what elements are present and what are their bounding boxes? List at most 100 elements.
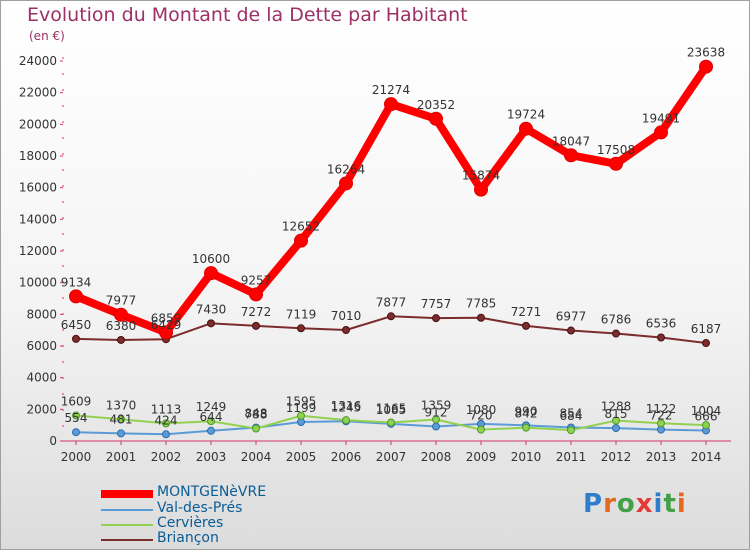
data-point xyxy=(387,312,395,321)
y-tick-label: 14000 xyxy=(19,212,57,226)
data-point xyxy=(519,121,533,136)
data-point xyxy=(477,313,485,322)
data-label: 7877 xyxy=(376,295,407,309)
data-label: 1316 xyxy=(331,399,362,413)
data-point xyxy=(117,335,125,344)
legend-swatch-cervieres xyxy=(101,524,153,526)
data-point xyxy=(252,424,260,433)
y-tick-label: 8000 xyxy=(26,307,57,321)
data-point xyxy=(522,423,530,432)
x-tick-label: 2007 xyxy=(376,450,407,464)
data-point xyxy=(657,419,665,428)
y-tick-label: 10000 xyxy=(19,276,57,290)
data-label: 6187 xyxy=(691,322,722,336)
data-label: 6859 xyxy=(151,311,182,325)
data-label: 23638 xyxy=(687,46,725,60)
data-point xyxy=(342,416,350,425)
data-point xyxy=(69,289,83,304)
data-label: 1080 xyxy=(466,403,497,417)
data-label: 1609 xyxy=(61,395,92,409)
y-tick-label: 24000 xyxy=(19,54,57,68)
data-label: 7430 xyxy=(196,302,227,316)
data-label: 7119 xyxy=(286,307,317,321)
data-point xyxy=(342,326,350,335)
y-tick-label: 20000 xyxy=(19,117,57,131)
data-label: 1004 xyxy=(691,404,722,418)
data-label: 6429 xyxy=(151,318,182,332)
data-label: 17508 xyxy=(597,143,635,157)
legend-label-val-des-pres: Val-des-Prés xyxy=(157,500,243,516)
data-point xyxy=(162,419,170,428)
legend-swatch-val-des-pres xyxy=(101,509,153,511)
data-label: 16264 xyxy=(327,162,365,176)
data-point xyxy=(72,411,80,420)
data-label: 815 xyxy=(605,407,628,421)
data-point xyxy=(72,334,80,343)
data-label: 1245 xyxy=(331,400,362,414)
data-label: 18047 xyxy=(552,134,590,148)
data-label: 7271 xyxy=(511,305,542,319)
data-point xyxy=(612,424,620,433)
data-point xyxy=(72,428,80,437)
data-label: 644 xyxy=(200,410,223,424)
x-tick-label: 2000 xyxy=(61,450,92,464)
x-tick-label: 2010 xyxy=(511,450,542,464)
x-tick-label: 2014 xyxy=(691,450,722,464)
data-point xyxy=(429,111,443,126)
data-label: 1113 xyxy=(151,402,182,416)
data-label: 842 xyxy=(515,407,538,421)
data-point xyxy=(609,156,623,171)
data-label: 9257 xyxy=(241,273,272,287)
data-label: 788 xyxy=(245,408,268,422)
data-label: 7977 xyxy=(106,294,137,308)
x-tick-label: 2001 xyxy=(106,450,137,464)
data-label: 990 xyxy=(515,404,538,418)
data-label: 1249 xyxy=(196,400,227,414)
y-tick-label: 6000 xyxy=(26,339,57,353)
data-label: 6977 xyxy=(556,310,587,324)
y-tick-label: 16000 xyxy=(19,181,57,195)
data-label: 10600 xyxy=(192,252,230,266)
data-point xyxy=(114,307,128,322)
x-tick-label: 2009 xyxy=(466,450,497,464)
y-tick-label: 18000 xyxy=(19,149,57,163)
data-label: 7757 xyxy=(421,297,452,311)
data-label: 1199 xyxy=(286,401,317,415)
data-label: 424 xyxy=(155,413,178,427)
x-tick-label: 2004 xyxy=(241,450,272,464)
data-point xyxy=(117,429,125,438)
data-label: 7272 xyxy=(241,305,272,319)
data-label: 1165 xyxy=(376,402,407,416)
data-point xyxy=(564,148,578,163)
y-tick-label: 4000 xyxy=(26,371,57,385)
data-point xyxy=(654,125,668,140)
data-label: 1370 xyxy=(106,398,137,412)
data-label: 481 xyxy=(110,412,133,426)
legend-swatch-montgenevre xyxy=(101,490,153,498)
data-label: 20352 xyxy=(417,98,455,112)
data-point xyxy=(432,422,440,431)
data-label: 1595 xyxy=(286,395,317,409)
logo-letter: t xyxy=(663,489,677,519)
x-tick-label: 2002 xyxy=(151,450,182,464)
data-label: 6536 xyxy=(646,317,677,331)
data-point xyxy=(207,426,215,435)
data-point xyxy=(702,421,710,430)
data-label: 6786 xyxy=(601,313,632,327)
data-label: 666 xyxy=(695,409,718,423)
data-label: 554 xyxy=(65,411,88,425)
data-label: 7010 xyxy=(331,309,362,323)
y-tick-label: 2000 xyxy=(26,402,57,416)
data-point xyxy=(207,417,215,426)
data-label: 854 xyxy=(560,406,583,420)
x-tick-label: 2013 xyxy=(646,450,677,464)
data-point xyxy=(567,426,575,435)
logo-letter: i xyxy=(676,489,687,519)
data-label: 1085 xyxy=(376,403,407,417)
data-point xyxy=(162,430,170,439)
data-point xyxy=(387,418,395,427)
data-point xyxy=(297,324,305,333)
data-label: 7785 xyxy=(466,297,497,311)
data-point xyxy=(297,411,305,420)
